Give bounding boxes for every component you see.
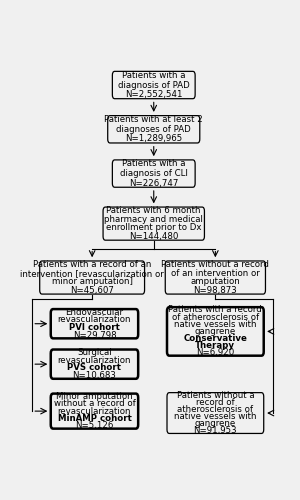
Text: PVS cohort: PVS cohort: [68, 364, 122, 372]
Text: diagnosis of CLI: diagnosis of CLI: [120, 169, 188, 178]
Text: N=10,683: N=10,683: [73, 371, 116, 380]
Text: MinAMP cohort: MinAMP cohort: [58, 414, 131, 423]
FancyBboxPatch shape: [51, 309, 138, 338]
Text: Endovascular: Endovascular: [65, 308, 124, 316]
Text: atherosclerosis of: atherosclerosis of: [177, 405, 254, 414]
Text: N=45,607: N=45,607: [70, 286, 114, 295]
Text: N=144,480: N=144,480: [129, 232, 178, 241]
Text: amputation: amputation: [190, 278, 240, 286]
Text: diagnoses of PAD: diagnoses of PAD: [116, 125, 191, 134]
Text: intervention [revascularization or: intervention [revascularization or: [20, 268, 164, 278]
Text: N=5,126: N=5,126: [75, 421, 114, 430]
Text: Patients without a record: Patients without a record: [161, 260, 269, 269]
Text: Patients with a: Patients with a: [122, 160, 185, 168]
FancyBboxPatch shape: [108, 116, 200, 143]
FancyBboxPatch shape: [167, 307, 264, 356]
FancyBboxPatch shape: [165, 261, 266, 294]
Text: PVI cohort: PVI cohort: [69, 323, 120, 332]
Text: Surgical: Surgical: [77, 348, 112, 357]
FancyBboxPatch shape: [51, 350, 138, 379]
FancyBboxPatch shape: [112, 72, 195, 99]
Text: of an intervention or: of an intervention or: [171, 268, 260, 278]
Text: N=6,920: N=6,920: [196, 348, 235, 358]
Text: without a record of: without a record of: [54, 400, 135, 408]
Text: native vessels with: native vessels with: [174, 412, 256, 421]
Text: Patients with 6 month: Patients with 6 month: [106, 206, 201, 215]
Text: native vessels with: native vessels with: [174, 320, 256, 329]
Text: revascularization: revascularization: [58, 406, 131, 416]
Text: of atherosclerosis of: of atherosclerosis of: [172, 312, 259, 322]
Text: Patients with a: Patients with a: [122, 71, 185, 80]
Text: Patients with at least 2: Patients with at least 2: [104, 115, 203, 124]
Text: gangrene: gangrene: [195, 327, 236, 336]
Text: Minor amputation: Minor amputation: [56, 392, 133, 401]
FancyBboxPatch shape: [51, 394, 138, 428]
Text: revascularization: revascularization: [58, 356, 131, 365]
Text: pharmacy and medical: pharmacy and medical: [104, 215, 203, 224]
FancyBboxPatch shape: [112, 160, 195, 187]
Text: Patients without a: Patients without a: [176, 391, 254, 400]
Text: Patients with a record of an: Patients with a record of an: [33, 260, 151, 269]
Text: N=29,798: N=29,798: [73, 331, 116, 340]
Text: N=1,289,965: N=1,289,965: [125, 134, 182, 143]
Text: minor amputation]: minor amputation]: [52, 278, 133, 286]
Text: N=226,747: N=226,747: [129, 178, 178, 188]
FancyBboxPatch shape: [103, 207, 204, 240]
Text: N=2,552,541: N=2,552,541: [125, 90, 182, 99]
Text: Therapy: Therapy: [195, 341, 236, 350]
Text: Patients with a record: Patients with a record: [169, 306, 262, 314]
Text: Conservative: Conservative: [183, 334, 247, 343]
Text: enrollment prior to Dx: enrollment prior to Dx: [106, 224, 202, 232]
Text: N=98,873: N=98,873: [194, 286, 237, 295]
Text: N=91,953: N=91,953: [194, 426, 237, 435]
FancyBboxPatch shape: [40, 261, 145, 294]
Text: record of: record of: [196, 398, 235, 407]
FancyBboxPatch shape: [167, 392, 264, 434]
Text: gangrene: gangrene: [195, 419, 236, 428]
Text: diagnosis of PAD: diagnosis of PAD: [118, 80, 190, 90]
Text: revascularization: revascularization: [58, 316, 131, 324]
